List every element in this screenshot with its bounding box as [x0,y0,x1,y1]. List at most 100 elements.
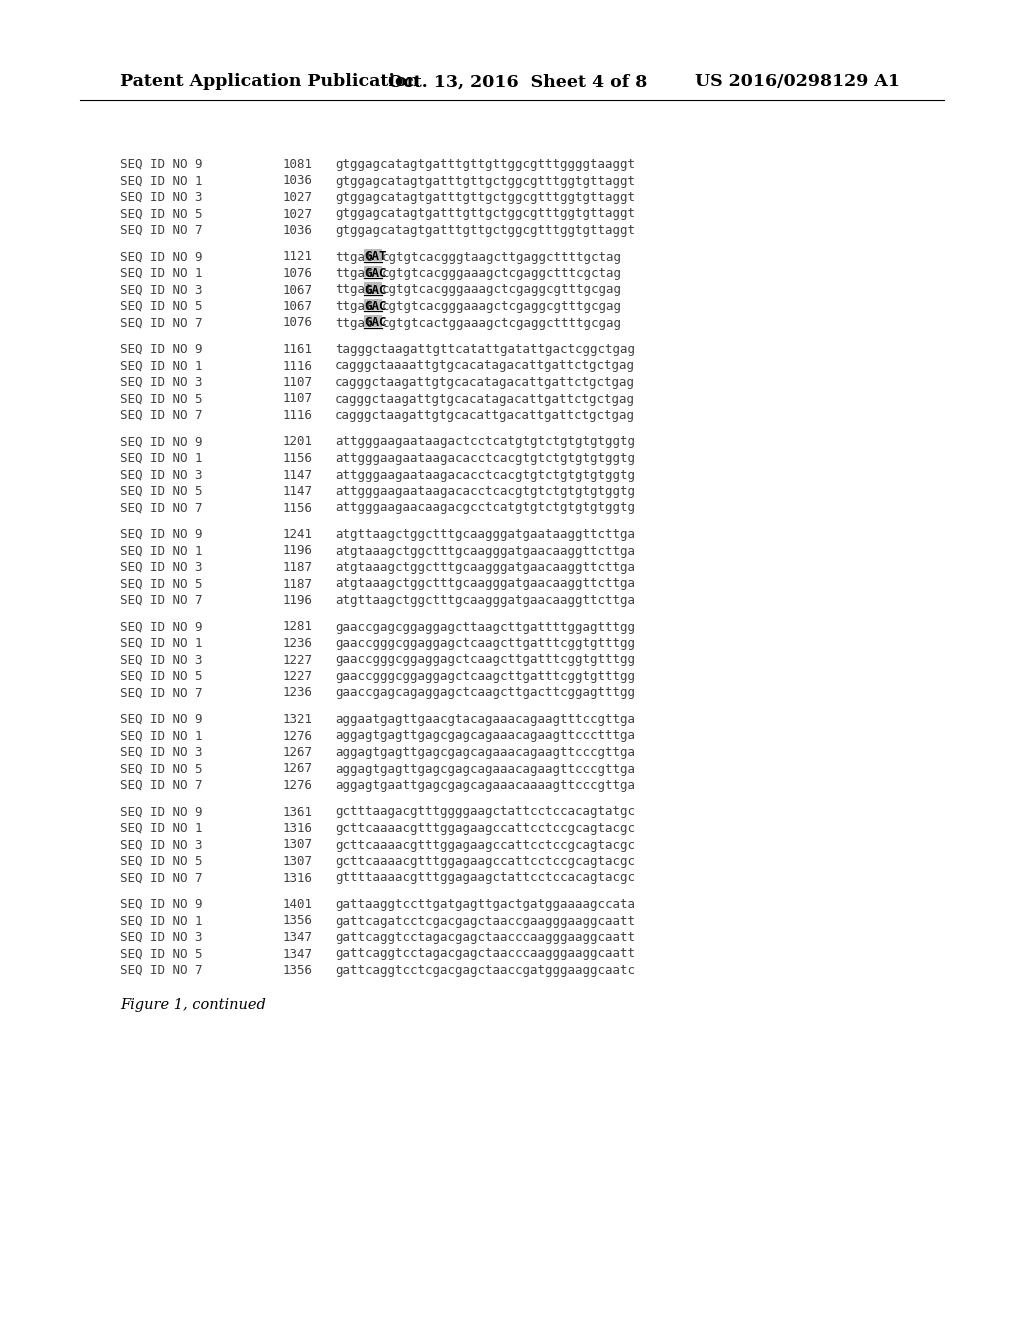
Text: aggagtgagttgagcgagcagaaacagaagttcccgttga: aggagtgagttgagcgagcagaaacagaagttcccgttga [335,763,635,776]
Text: gtggagcatagtgatttgttgctggcgtttggtgttaggt: gtggagcatagtgatttgttgctggcgtttggtgttaggt [335,207,635,220]
Text: 1356: 1356 [283,964,313,977]
Text: 1161: 1161 [283,343,313,356]
Text: Figure 1, continued: Figure 1, continued [120,998,266,1012]
Text: SEQ ID NO 9: SEQ ID NO 9 [120,343,203,356]
Text: SEQ ID NO 1: SEQ ID NO 1 [120,822,203,836]
Text: SEQ ID NO 3: SEQ ID NO 3 [120,469,203,482]
Text: SEQ ID NO 7: SEQ ID NO 7 [120,779,203,792]
Text: ttgat: ttgat [335,267,373,280]
Text: 1236: 1236 [283,638,313,649]
Bar [364,315,382,326]
Text: SEQ ID NO 5: SEQ ID NO 5 [120,207,203,220]
Text: 1281: 1281 [283,620,313,634]
Text: gttttaaaacgtttggagaagctattcctccacagtacgc: gttttaaaacgtttggagaagctattcctccacagtacgc [335,871,635,884]
Text: 1356: 1356 [283,915,313,928]
Text: SEQ ID NO 7: SEQ ID NO 7 [120,871,203,884]
Text: SEQ ID NO 3: SEQ ID NO 3 [120,931,203,944]
Text: gtggagcatagtgatttgttgctggcgtttggtgttaggt: gtggagcatagtgatttgttgctggcgtttggtgttaggt [335,174,635,187]
Text: 1067: 1067 [283,284,313,297]
Text: gcttcaaaacgtttggagaagccattcctccgcagtacgc: gcttcaaaacgtttggagaagccattcctccgcagtacgc [335,822,635,836]
Text: SEQ ID NO 7: SEQ ID NO 7 [120,317,203,330]
Text: 1241: 1241 [283,528,313,541]
Text: GAC: GAC [365,317,387,330]
Text: SEQ ID NO 7: SEQ ID NO 7 [120,594,203,607]
Text: gtggagcatagtgatttgttgctggcgtttggtgttaggt: gtggagcatagtgatttgttgctggcgtttggtgttaggt [335,224,635,238]
Text: gtggagcatagtgatttgttgctggcgtttggtgttaggt: gtggagcatagtgatttgttgctggcgtttggtgttaggt [335,191,635,205]
Text: SEQ ID NO 9: SEQ ID NO 9 [120,528,203,541]
Text: 1107: 1107 [283,376,313,389]
Text: 1076: 1076 [283,267,313,280]
Text: atgtaaagctggctttgcaagggatgaacaaggttcttga: atgtaaagctggctttgcaagggatgaacaaggttcttga [335,544,635,557]
Text: GAC: GAC [365,267,387,280]
Text: SEQ ID NO 1: SEQ ID NO 1 [120,544,203,557]
Text: 1027: 1027 [283,191,313,205]
Text: atgttaagctggctttgcaagggatgaacaaggttcttga: atgttaagctggctttgcaagggatgaacaaggttcttga [335,594,635,607]
Text: gaaccgagcagaggagctcaagcttgacttcggagtttgg: gaaccgagcagaggagctcaagcttgacttcggagtttgg [335,686,635,700]
Text: 1107: 1107 [283,392,313,405]
Text: cgtgtcactggaaagctcgaggcttttgcgag: cgtgtcactggaaagctcgaggcttttgcgag [382,317,622,330]
Text: SEQ ID NO 7: SEQ ID NO 7 [120,409,203,422]
Text: SEQ ID NO 9: SEQ ID NO 9 [120,158,203,172]
Text: 1227: 1227 [283,653,313,667]
Text: 1067: 1067 [283,300,313,313]
Text: SEQ ID NO 5: SEQ ID NO 5 [120,855,203,869]
Text: attgggaagaataagacacctcacgtgtctgtgtgtggtg: attgggaagaataagacacctcacgtgtctgtgtgtggtg [335,469,635,482]
Text: SEQ ID NO 5: SEQ ID NO 5 [120,578,203,590]
Text: gattcaggtcctagacgagctaacccaagggaaggcaatt: gattcaggtcctagacgagctaacccaagggaaggcaatt [335,948,635,961]
Text: ttgat: ttgat [335,317,373,330]
Text: SEQ ID NO 7: SEQ ID NO 7 [120,224,203,238]
Text: SEQ ID NO 3: SEQ ID NO 3 [120,376,203,389]
Text: 1321: 1321 [283,713,313,726]
Text: gctttaagacgtttggggaagctattcctccacagtatgc: gctttaagacgtttggggaagctattcctccacagtatgc [335,805,635,818]
Text: 1076: 1076 [283,317,313,330]
Text: 1401: 1401 [283,898,313,911]
Text: SEQ ID NO 5: SEQ ID NO 5 [120,300,203,313]
Text: attgggaagaataagacacctcacgtgtctgtgtgtggtg: attgggaagaataagacacctcacgtgtctgtgtgtggtg [335,484,635,498]
Text: 1361: 1361 [283,805,313,818]
Text: SEQ ID NO 5: SEQ ID NO 5 [120,763,203,776]
Text: SEQ ID NO 7: SEQ ID NO 7 [120,686,203,700]
Text: Oct. 13, 2016  Sheet 4 of 8: Oct. 13, 2016 Sheet 4 of 8 [388,74,647,91]
Text: SEQ ID NO 5: SEQ ID NO 5 [120,671,203,682]
Text: tagggctaagattgttcatattgatattgactcggctgag: tagggctaagattgttcatattgatattgactcggctgag [335,343,635,356]
Text: 1196: 1196 [283,594,313,607]
Text: 1116: 1116 [283,409,313,422]
Text: 1227: 1227 [283,671,313,682]
Text: 1276: 1276 [283,730,313,742]
Text: 1307: 1307 [283,838,313,851]
Text: cgtgtcacgggaaagctcgaggcgtttgcgag: cgtgtcacgggaaagctcgaggcgtttgcgag [382,284,622,297]
Text: aggaatgagttgaacgtacagaaacagaagtttccgttga: aggaatgagttgaacgtacagaaacagaagtttccgttga [335,713,635,726]
Text: atgtaaagctggctttgcaagggatgaacaaggttcttga: atgtaaagctggctttgcaagggatgaacaaggttcttga [335,578,635,590]
Text: SEQ ID NO 5: SEQ ID NO 5 [120,484,203,498]
Text: cagggctaagattgtgcacatagacattgattctgctgag: cagggctaagattgtgcacatagacattgattctgctgag [335,376,635,389]
Text: 1156: 1156 [283,451,313,465]
Text: ttgat: ttgat [335,251,373,264]
Text: 1276: 1276 [283,779,313,792]
Bar [364,282,382,293]
Text: SEQ ID NO 9: SEQ ID NO 9 [120,805,203,818]
Text: 1187: 1187 [283,578,313,590]
Text: 1187: 1187 [283,561,313,574]
Text: 1147: 1147 [283,484,313,498]
Text: SEQ ID NO 9: SEQ ID NO 9 [120,436,203,449]
Text: SEQ ID NO 1: SEQ ID NO 1 [120,730,203,742]
Text: 1347: 1347 [283,931,313,944]
Text: gcttcaaaacgtttggagaagccattcctccgcagtacgc: gcttcaaaacgtttggagaagccattcctccgcagtacgc [335,855,635,869]
Text: SEQ ID NO 3: SEQ ID NO 3 [120,838,203,851]
Text: 1156: 1156 [283,502,313,515]
Text: cagggctaagattgtgcacatagacattgattctgctgag: cagggctaagattgtgcacatagacattgattctgctgag [335,392,635,405]
Text: attgggaagaacaagacgcctcatgtgtctgtgtgtggtg: attgggaagaacaagacgcctcatgtgtctgtgtgtggtg [335,502,635,515]
Text: SEQ ID NO 9: SEQ ID NO 9 [120,713,203,726]
Text: SEQ ID NO 1: SEQ ID NO 1 [120,359,203,372]
Text: gtggagcatagtgatttgttgttggcgtttggggtaaggt: gtggagcatagtgatttgttgttggcgtttggggtaaggt [335,158,635,172]
Text: SEQ ID NO 9: SEQ ID NO 9 [120,898,203,911]
Text: SEQ ID NO 1: SEQ ID NO 1 [120,638,203,649]
Text: SEQ ID NO 1: SEQ ID NO 1 [120,451,203,465]
Text: SEQ ID NO 3: SEQ ID NO 3 [120,284,203,297]
Text: attgggaagaataagacacctcacgtgtctgtgtgtggtg: attgggaagaataagacacctcacgtgtctgtgtgtggtg [335,451,635,465]
Text: gaaccgggcggaggagctcaagcttgatttcggtgtttgg: gaaccgggcggaggagctcaagcttgatttcggtgtttgg [335,671,635,682]
Text: SEQ ID NO 3: SEQ ID NO 3 [120,191,203,205]
Text: 1027: 1027 [283,207,313,220]
Text: SEQ ID NO 3: SEQ ID NO 3 [120,653,203,667]
Text: SEQ ID NO 1: SEQ ID NO 1 [120,174,203,187]
